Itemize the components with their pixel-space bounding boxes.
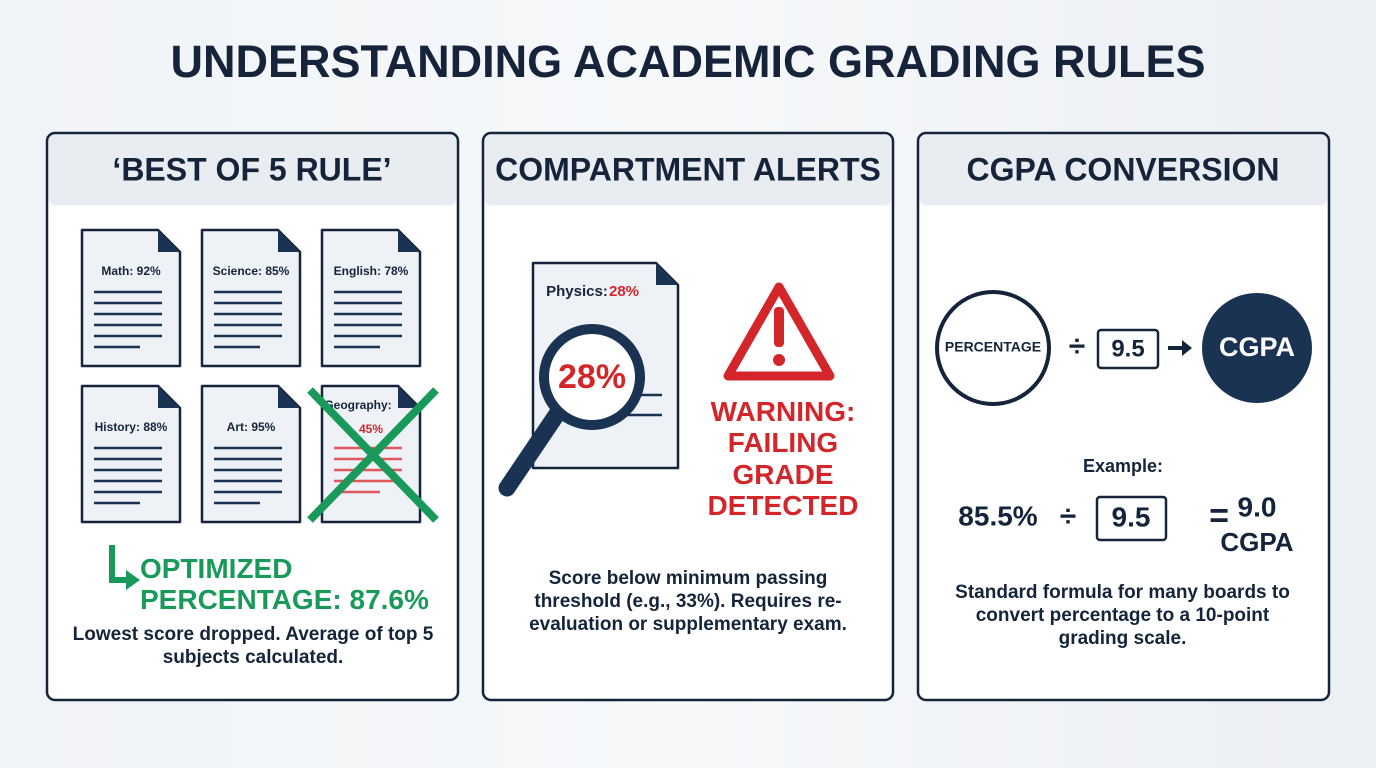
divisor-box: [1096, 328, 1160, 370]
document: [80, 228, 182, 368]
panel-note: Score below minimum passing threshold (e…: [529, 568, 847, 635]
drop-cross: [307, 387, 439, 523]
document-fold: [278, 386, 300, 408]
formula-input: PERCENTAGE: [945, 339, 1041, 355]
document-fold: [398, 386, 420, 408]
example-label: Example:: [1083, 456, 1163, 476]
document-sheet: [200, 228, 302, 368]
document-sheet: [200, 384, 302, 524]
document-label: History: 88%: [95, 420, 168, 434]
document-fold: [398, 230, 420, 252]
input-circle: [935, 290, 1051, 406]
result-arrowhead: [126, 570, 140, 590]
formula-arrowhead: [1182, 340, 1192, 356]
document-label: Art: 95%: [227, 420, 276, 434]
result-arrow: [109, 545, 128, 583]
formula-divisor: 9.5: [1111, 335, 1144, 362]
document: [200, 228, 302, 368]
document: [200, 384, 302, 524]
example-equals: =: [1209, 497, 1229, 535]
output-circle: [1202, 293, 1312, 403]
panel-title: ‘BEST OF 5 RULE’: [112, 151, 391, 187]
document-sheet: [80, 384, 182, 524]
document-fold: [656, 263, 678, 285]
document-fold: [158, 230, 180, 252]
example-input: 85.5%: [958, 500, 1037, 531]
document-label: Physics:: [546, 283, 608, 300]
document-sheet: [80, 228, 182, 368]
page-title: UNDERSTANDING ACADEMIC GRADING RULES: [171, 36, 1206, 87]
panel-title: COMPARTMENT ALERTS: [495, 151, 881, 187]
document: [80, 384, 182, 524]
example-result: 9.0: [1238, 491, 1277, 522]
document-label: Science: 85%: [213, 264, 290, 278]
formula-operator: ÷: [1069, 330, 1085, 363]
example-divisor: 9.5: [1112, 501, 1151, 532]
divisor-box: [1095, 495, 1168, 542]
panel-title: CGPA CONVERSION: [967, 151, 1280, 187]
example-operator: ÷: [1060, 500, 1076, 533]
document-score: 28%: [609, 283, 639, 300]
magnifier-lens: [539, 324, 645, 430]
panel-note: Standard formula for many boards to conv…: [955, 582, 1290, 649]
document-fold: [158, 386, 180, 408]
document: [320, 228, 422, 368]
warning-icon-dot: [773, 354, 785, 366]
warning-icon-bar: [774, 307, 784, 347]
result-text: OPTIMIZED PERCENTAGE: 87.6%: [140, 553, 429, 615]
document-label: Geography:: [324, 398, 391, 412]
document-sheet: [320, 228, 422, 368]
document-label: English: 78%: [334, 264, 409, 278]
document-fold: [278, 230, 300, 252]
panel-note: Lowest score dropped. Average of top 5 s…: [72, 624, 434, 668]
example-unit: CGPA: [1220, 527, 1293, 557]
formula-output: CGPA: [1219, 332, 1295, 362]
document-label: Math: 92%: [101, 264, 161, 278]
magnified-score: 28%: [558, 358, 626, 396]
magnifier-handle: [498, 405, 566, 497]
warning-text: WARNING: FAILING GRADE DETECTED: [707, 396, 859, 522]
document-score: 45%: [359, 422, 383, 436]
